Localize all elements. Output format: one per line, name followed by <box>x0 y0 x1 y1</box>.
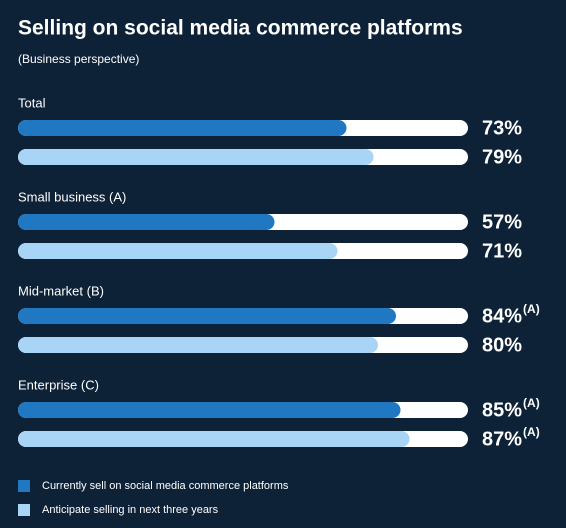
category-label: Enterprise (C) <box>18 377 99 392</box>
value-label: 71% <box>482 240 522 262</box>
value-label: 87% <box>482 428 522 450</box>
value-label: 79% <box>482 146 522 168</box>
value-label: 57% <box>482 211 522 233</box>
bar <box>18 402 401 418</box>
chart-title: Selling on social media commerce platfor… <box>18 17 463 40</box>
value-note: (A) <box>523 396 540 410</box>
bar <box>18 243 338 259</box>
bar <box>18 214 275 230</box>
legend-label: Currently sell on social media commerce … <box>42 480 289 492</box>
legend-swatch <box>18 480 30 492</box>
value-label: 85% <box>482 399 522 421</box>
bar <box>18 120 347 136</box>
legend-label: Anticipate selling in next three years <box>42 504 219 516</box>
bar <box>18 337 378 353</box>
category-label: Mid-market (B) <box>18 283 104 298</box>
bar <box>18 149 374 165</box>
bar <box>18 308 396 324</box>
bar <box>18 431 410 447</box>
value-note: (A) <box>523 302 540 316</box>
value-label: 73% <box>482 117 522 139</box>
value-label: 84% <box>482 305 522 327</box>
category-label: Total <box>18 95 46 110</box>
value-note: (A) <box>523 425 540 439</box>
legend-swatch <box>18 504 30 516</box>
value-label: 80% <box>482 334 522 356</box>
category-label: Small business (A) <box>18 189 126 204</box>
chart-subtitle: (Business perspective) <box>18 52 139 66</box>
